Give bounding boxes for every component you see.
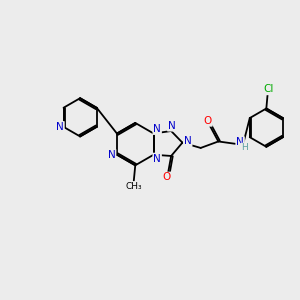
Text: H: H xyxy=(241,143,247,152)
Text: N: N xyxy=(236,137,244,147)
Text: O: O xyxy=(204,116,212,126)
Text: CH₃: CH₃ xyxy=(125,182,142,191)
Text: O: O xyxy=(163,172,171,182)
Text: N: N xyxy=(56,122,64,132)
Text: Cl: Cl xyxy=(263,84,273,94)
Text: N: N xyxy=(184,136,192,146)
Text: N: N xyxy=(108,150,116,160)
Text: N: N xyxy=(168,121,176,131)
Text: N: N xyxy=(153,124,161,134)
Text: N: N xyxy=(153,154,161,164)
